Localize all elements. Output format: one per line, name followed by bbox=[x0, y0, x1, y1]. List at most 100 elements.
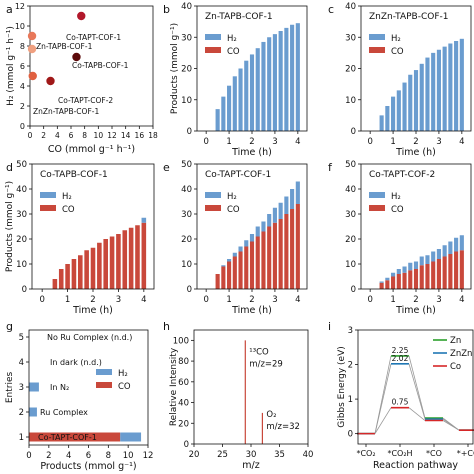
x-tick-label: 3 bbox=[272, 295, 277, 305]
x-tick-label: 2 bbox=[413, 137, 418, 147]
y-tick-label: 30 bbox=[345, 210, 356, 220]
bar-h2 bbox=[425, 255, 430, 264]
bar-h2 bbox=[391, 272, 396, 277]
bar-co bbox=[278, 219, 283, 289]
bar-h2 bbox=[238, 246, 243, 252]
bar-co bbox=[284, 214, 289, 289]
bar-co bbox=[408, 270, 413, 289]
y-tick-label: 40 bbox=[345, 185, 356, 195]
y-tick-label: 0 bbox=[187, 127, 192, 137]
y-tick-label: 40 bbox=[345, 2, 356, 12]
x-tick-label: 0 bbox=[367, 137, 372, 147]
energy-connector bbox=[408, 363, 426, 420]
bar-co bbox=[128, 227, 134, 289]
bar-h2 bbox=[255, 48, 260, 131]
bar-h2 bbox=[267, 37, 272, 131]
x-tick-label: 4 bbox=[295, 295, 300, 305]
x-axis-label: Time (h) bbox=[395, 305, 436, 316]
bar-h2 bbox=[442, 46, 447, 131]
hbar-h2 bbox=[29, 382, 39, 392]
bar-h2 bbox=[379, 115, 384, 131]
hbar-co bbox=[29, 432, 121, 442]
y-tick-label: 1 bbox=[348, 395, 353, 405]
bar-h2 bbox=[385, 277, 390, 281]
legend-swatch-h2 bbox=[369, 192, 385, 198]
panel-b: 0 10 20 30 40 0 1 2 3 4 Zn-TAPB-COF-1 H₂ CO Time (h) P… bbox=[163, 2, 308, 158]
bar-h2 bbox=[290, 24, 295, 131]
scatter-point bbox=[28, 71, 37, 81]
y-tick-label: 10 bbox=[16, 260, 27, 270]
y-tick-label: 30 bbox=[181, 210, 192, 220]
x-tick-label: 6 bbox=[86, 451, 91, 461]
bar-co bbox=[436, 259, 441, 289]
y-tick-label: 50 bbox=[16, 160, 27, 170]
x-tick-label: 3 bbox=[272, 137, 277, 147]
x-tick-label: 2 bbox=[249, 295, 254, 305]
bar-h2 bbox=[448, 43, 453, 131]
bar-h2 bbox=[272, 207, 277, 223]
x-tick-label: *CO₂H bbox=[387, 449, 412, 458]
panel-letter: c bbox=[328, 3, 334, 16]
entry-annotation: No Ru Complex (n.d.) bbox=[47, 333, 132, 342]
bar-h2 bbox=[425, 57, 430, 131]
bar-h2 bbox=[227, 259, 232, 262]
bar-co bbox=[141, 222, 147, 289]
energy-connector bbox=[442, 420, 460, 431]
bar-co bbox=[272, 222, 277, 289]
legend-swatch-co bbox=[205, 205, 221, 211]
energy-connector bbox=[408, 355, 426, 419]
y-tick-label: 4 bbox=[19, 358, 24, 368]
bar-h2 bbox=[227, 85, 232, 131]
legend-swatch-h2 bbox=[205, 192, 221, 198]
y-tick-label: 0 bbox=[22, 285, 27, 295]
legend-swatch-h2 bbox=[40, 192, 56, 198]
y-tick-label: 0 bbox=[351, 285, 356, 295]
y-tick-label: 4 bbox=[20, 82, 25, 91]
entry-annotation: Co-TAPT-COF-1 bbox=[38, 433, 97, 442]
bar-h2 bbox=[261, 221, 266, 232]
y-tick-label: 20 bbox=[16, 235, 27, 245]
bar-h2 bbox=[272, 34, 277, 131]
x-tick-label: 10 bbox=[94, 131, 104, 140]
x-tick-label: 0 bbox=[203, 137, 208, 147]
x-tick-label: 14 bbox=[121, 131, 131, 140]
bar-h2 bbox=[419, 63, 424, 131]
panel-letter: a bbox=[6, 3, 13, 16]
x-tick-label: *CO₂ bbox=[356, 449, 375, 458]
y-tick-label: 20 bbox=[181, 235, 192, 245]
bar-h2 bbox=[290, 189, 295, 209]
legend-label: Co bbox=[450, 362, 461, 372]
panel-letter: b bbox=[163, 3, 170, 16]
bar-h2 bbox=[261, 41, 266, 131]
y-axis-label: Entries bbox=[5, 372, 15, 404]
bar-h2 bbox=[391, 96, 396, 131]
scatter-point bbox=[77, 11, 86, 21]
legend-label-h2: H₂ bbox=[227, 34, 237, 44]
x-axis-label: Time (h) bbox=[231, 305, 272, 316]
x-tick-label: 12 bbox=[143, 451, 154, 461]
panel-letter: d bbox=[6, 161, 13, 174]
y-tick-label: 10 bbox=[345, 260, 356, 270]
y-tick-label: 0 bbox=[348, 430, 353, 440]
y-tick-label: 0 bbox=[351, 127, 356, 137]
hbar-h2 bbox=[120, 432, 142, 442]
bar-co bbox=[227, 261, 232, 289]
bar-co bbox=[267, 226, 272, 289]
y-tick-label: 20 bbox=[345, 235, 356, 245]
bar-h2 bbox=[442, 245, 447, 257]
x-tick-label: 3 bbox=[436, 295, 441, 305]
y-tick-label: 30 bbox=[16, 210, 27, 220]
bar-co bbox=[90, 247, 96, 289]
bar-co bbox=[290, 209, 295, 289]
x-tick-label: 1 bbox=[390, 137, 395, 147]
energy-value: 2.02 bbox=[392, 354, 409, 363]
x-tick-label: 8 bbox=[82, 131, 87, 140]
energy-value: 0.75 bbox=[392, 398, 409, 407]
x-tick-label: 4 bbox=[66, 451, 71, 461]
point-label: Co-TAPT-COF-2 bbox=[58, 96, 113, 105]
x-tick-label: 10 bbox=[123, 451, 134, 461]
bar-h2 bbox=[413, 70, 419, 131]
y-axis-label: H₂ (mmol g⁻¹ h⁻¹) bbox=[6, 26, 16, 106]
bar-co bbox=[221, 266, 226, 289]
